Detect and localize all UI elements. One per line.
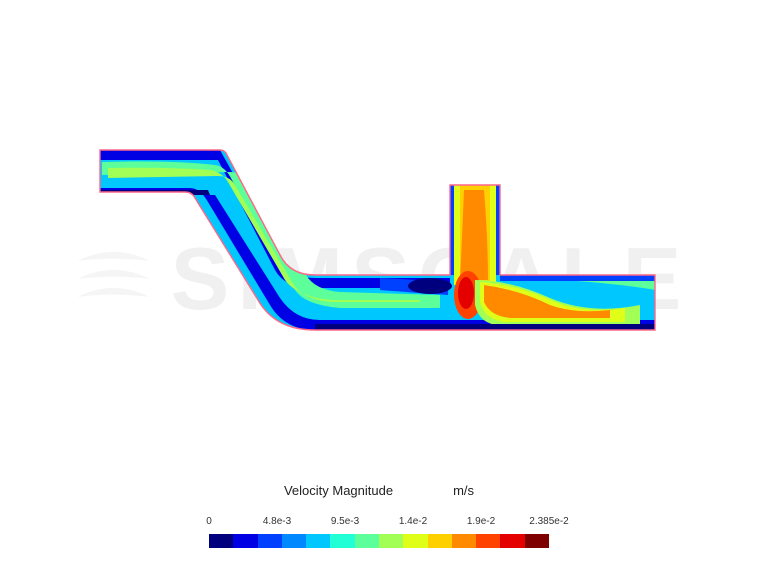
legend-title-row: Velocity Magnitude m/s <box>209 483 549 498</box>
colorbar-segment <box>452 534 476 548</box>
colorbar-segment <box>282 534 306 548</box>
colorbar-segment <box>476 534 500 548</box>
colorbar-segment <box>403 534 427 548</box>
colorbar-segment <box>209 534 233 548</box>
contour-right-bot-wall <box>315 324 655 330</box>
colorbar-segment <box>500 534 524 548</box>
colorbar-segment <box>258 534 282 548</box>
colorbar-segment <box>525 534 549 548</box>
colorbar-segment <box>428 534 452 548</box>
legend-tick: 1.4e-2 <box>399 516 427 527</box>
colorbar-segment <box>330 534 354 548</box>
colorbar-segment <box>355 534 379 548</box>
colorbar-segment <box>233 534 257 548</box>
legend-title: Velocity Magnitude <box>284 483 393 498</box>
legend-tick: 0 <box>206 516 212 527</box>
legend-tick: 9.5e-3 <box>331 516 359 527</box>
legend-tick: 1.9e-2 <box>467 516 495 527</box>
colorbar-segment <box>306 534 330 548</box>
contour-branch-orange <box>460 190 488 280</box>
legend-colorbar <box>209 534 549 548</box>
legend-tick-row: 04.8e-39.5e-31.4e-21.9e-22.385e-2 <box>209 516 549 530</box>
contour-recirculation-dark <box>408 278 452 294</box>
legend-tick: 2.385e-2 <box>529 516 568 527</box>
contour-hotspot-red <box>458 277 474 309</box>
legend-tick: 4.8e-3 <box>263 516 291 527</box>
colorbar-segment <box>379 534 403 548</box>
legend-unit: m/s <box>453 483 474 498</box>
legend: Velocity Magnitude m/s 0 4.8e-3 9.5e-3 1.4e… <box>209 483 549 548</box>
velocity-contour-plot <box>80 130 680 370</box>
contour-right-top-wall <box>500 275 655 281</box>
